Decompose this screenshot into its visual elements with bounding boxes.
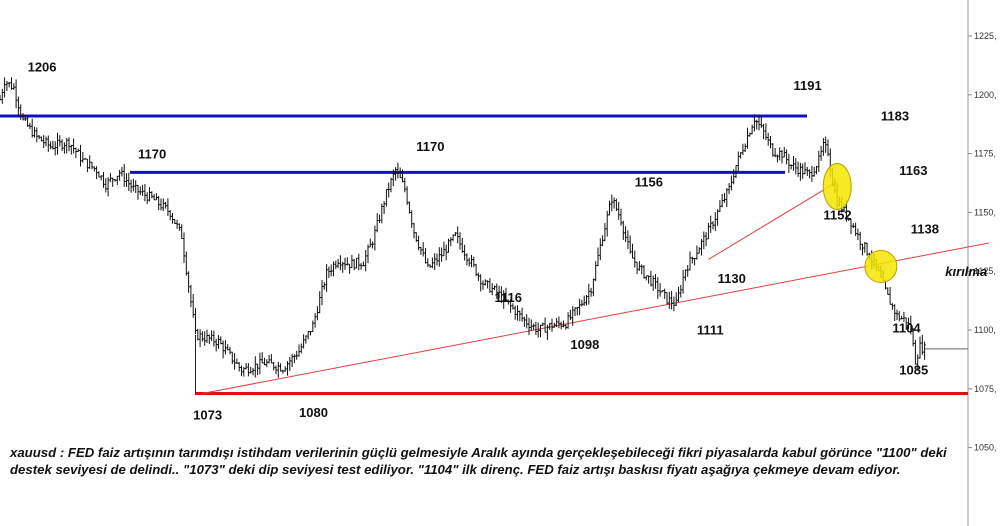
price-label: 1170	[416, 139, 444, 154]
price-label: 1206	[28, 59, 57, 74]
annotation-label: kırılma	[945, 264, 987, 279]
price-labels: 1206 1170 1073 1080 1170 1116 1098 1156 1111 1130…	[28, 59, 988, 422]
price-label: 1152	[823, 207, 851, 222]
trendline	[202, 242, 990, 394]
price-bars	[0, 77, 926, 378]
highlight-circle	[822, 163, 852, 211]
y-tick-label: 1200,	[974, 90, 997, 100]
y-tick-label: 1100,	[974, 325, 996, 335]
price-label: 1130	[718, 271, 746, 286]
breakout-markers	[822, 163, 898, 283]
price-label: 1138	[911, 222, 939, 237]
y-tick-label: 1075,	[974, 384, 997, 394]
price-label: 1163	[899, 163, 927, 178]
price-label: 1183	[881, 109, 909, 124]
price-label: 1111	[697, 323, 724, 338]
price-label: 1116	[495, 290, 523, 305]
price-label: 1170	[138, 146, 166, 161]
highlight-circle	[864, 249, 898, 283]
y-tick-label: 1225,	[974, 31, 997, 41]
price-label: 1080	[299, 405, 328, 420]
price-label: 1073	[193, 407, 222, 422]
price-label: 1104	[892, 320, 921, 335]
commentary-text: xauusd : FED faiz artışının tarımdışı is…	[10, 445, 947, 477]
y-tick-label: 1150,	[974, 207, 996, 217]
trendlines	[195, 181, 990, 394]
price-label: 1191	[794, 78, 822, 93]
price-label: 1098	[570, 337, 599, 352]
y-axis-ticks: 1225, 1200, 1175, 1150, 1125, 1100, 1075, 1050,	[968, 31, 997, 453]
trendline	[708, 181, 838, 260]
support-resistance-lines	[0, 114, 968, 396]
price-label: 1156	[635, 175, 663, 190]
y-tick-label: 1125,	[974, 266, 996, 276]
y-tick-label: 1175,	[974, 149, 996, 159]
y-tick-label: 1050,	[974, 443, 997, 453]
price-label: 1085	[899, 363, 928, 378]
